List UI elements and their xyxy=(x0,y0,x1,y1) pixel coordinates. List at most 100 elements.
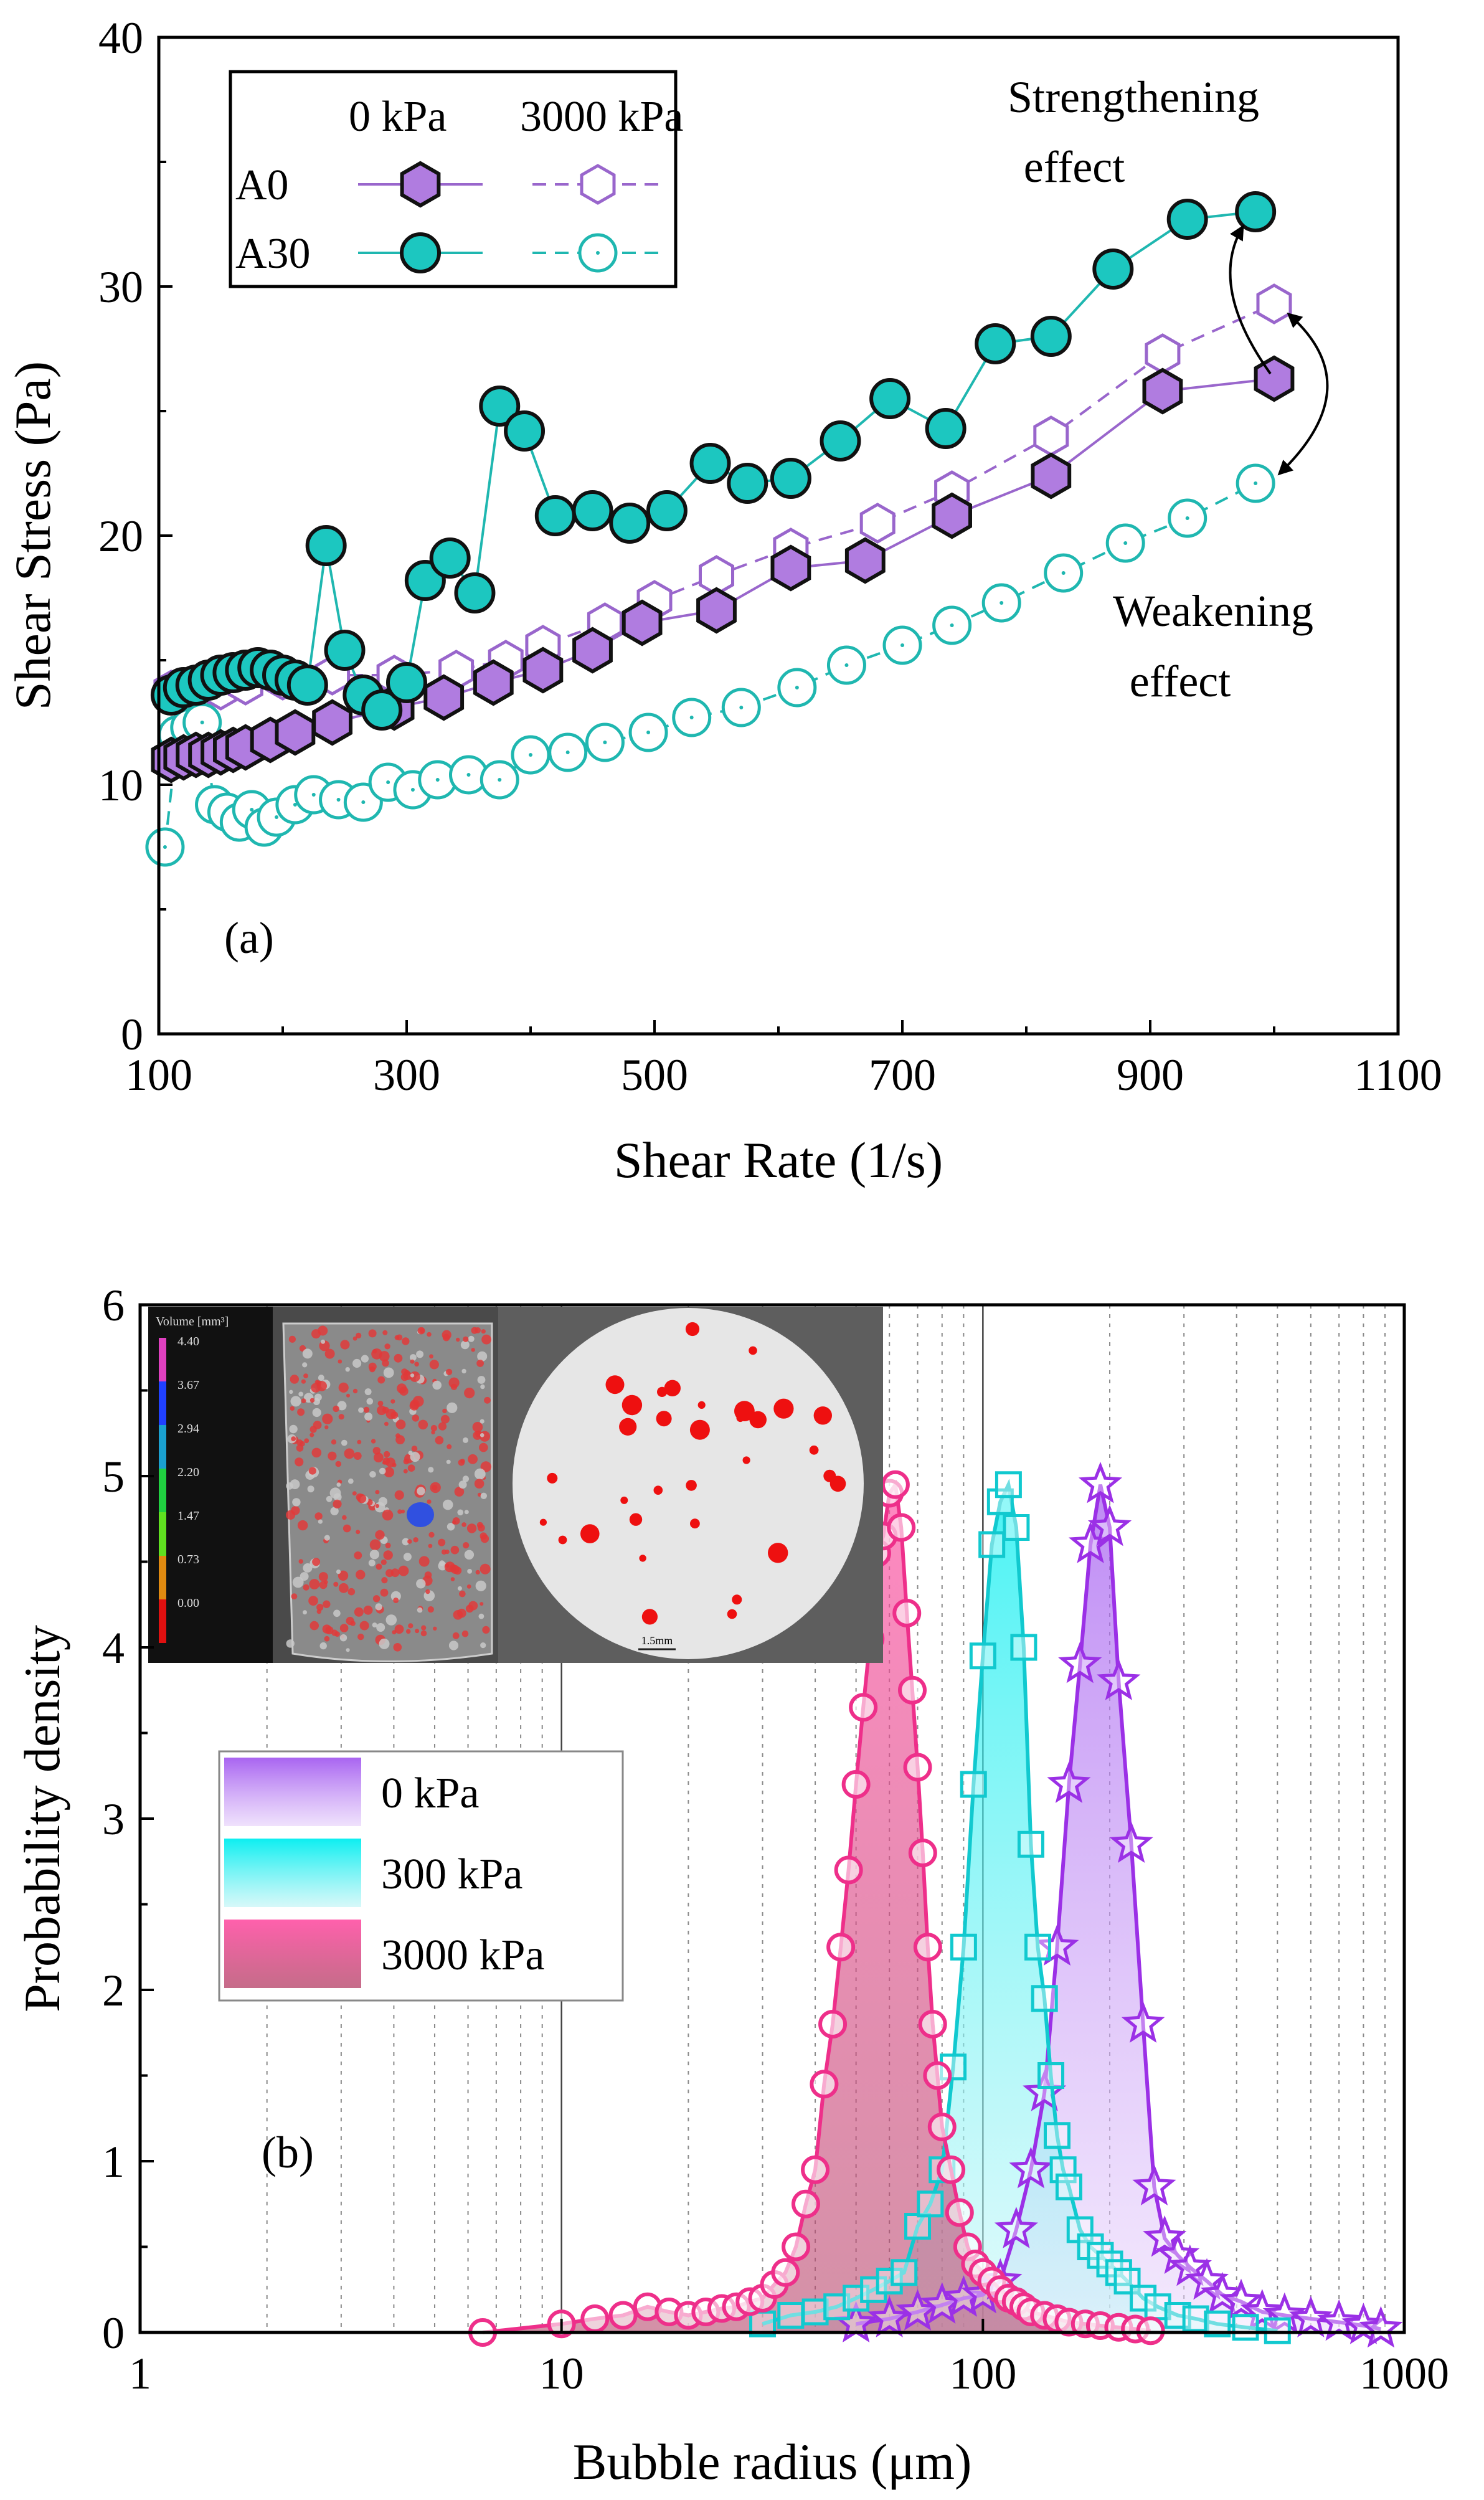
ct-bubble-dot xyxy=(338,1583,349,1593)
ct-bubble-dot xyxy=(361,1355,369,1363)
panel-b-point xyxy=(1047,1761,1091,1803)
panel-b-point xyxy=(881,1470,910,1499)
panel-a-point-center xyxy=(646,731,651,734)
ct-bubble-dot xyxy=(379,1638,390,1649)
panel-a-point xyxy=(925,408,966,449)
panel-a-point xyxy=(689,443,731,484)
ct-bubble-dot xyxy=(384,1343,390,1350)
panel-b-point xyxy=(960,1771,987,1798)
ct-bubble-dot xyxy=(429,1360,439,1370)
panel-a-ytick-label: 10 xyxy=(98,760,143,810)
ct-slice-bubble xyxy=(539,1518,547,1526)
ct-bubble-dot xyxy=(314,1512,323,1520)
ct-bubble-dot xyxy=(377,1401,384,1406)
ct-slice-bubble xyxy=(605,1375,625,1394)
panel-b-point xyxy=(1132,2164,1176,2206)
ct-bubble-dot xyxy=(430,1424,438,1432)
ct-bubble-dot xyxy=(314,1393,322,1401)
ct-bubble-dot xyxy=(382,1457,390,1465)
ct-bubble-dot xyxy=(417,1607,423,1613)
panel-b-point xyxy=(1043,2122,1070,2149)
legend-b-label-3000kpa: 3000 kPa xyxy=(381,1931,545,1979)
ct-bubble-dot xyxy=(333,1609,341,1617)
panel-b-label: (b) xyxy=(262,2128,314,2177)
ct-bubble-dot xyxy=(324,1425,329,1429)
ct-bubble-dot xyxy=(328,1451,337,1461)
ct-bubble-dot xyxy=(480,1563,491,1574)
ct-bubble-dot xyxy=(344,1448,355,1459)
annotation-strengthening-line2: effect xyxy=(1024,142,1125,192)
panel-b-point xyxy=(1317,2299,1361,2341)
ct-bubble-dot xyxy=(308,1596,318,1606)
panel-b-point xyxy=(1035,1924,1079,1966)
panel-a-point xyxy=(423,674,465,721)
panel-b-point xyxy=(1182,2305,1209,2332)
ct-bubble-dot xyxy=(482,1626,490,1634)
panel-a-xtick-label: 300 xyxy=(373,1050,440,1100)
ct-slice-bubble xyxy=(664,1380,681,1396)
ct-bubble-dot xyxy=(471,1327,478,1334)
ct-bubble-dot xyxy=(454,1487,465,1497)
ct-bubble-dot xyxy=(292,1498,301,1507)
panel-b-point xyxy=(995,1471,1022,1499)
panel-b-point xyxy=(608,2301,638,2330)
panel-a-point-center xyxy=(386,780,390,784)
ct-bubble-dot xyxy=(427,1499,432,1504)
panel-b-point xyxy=(1232,2314,1259,2341)
ct-bubble-dot xyxy=(466,1584,471,1589)
ct-bubble-dot xyxy=(438,1538,446,1546)
legend-b-label-0kpa: 0 kPa xyxy=(381,1769,480,1817)
ct-bubble-dot xyxy=(418,1556,430,1567)
ct-bubble-dot xyxy=(452,1632,460,1639)
ct-bubble-dot xyxy=(395,1435,405,1445)
panel-b-point xyxy=(904,2213,932,2240)
legend-a-marker xyxy=(580,164,616,205)
ct-bubble-dot xyxy=(427,1606,434,1613)
panel-b-series-2 xyxy=(468,1470,1165,2347)
ct-bubble-dot xyxy=(414,1361,419,1367)
ct-bubble-dot xyxy=(459,1590,466,1598)
panel-a-point-center xyxy=(311,793,316,797)
ct-bubble-dot xyxy=(290,1479,300,1490)
panel-a-point-center xyxy=(250,808,254,812)
panel-a-point xyxy=(1033,415,1069,457)
ct-bubble-dot xyxy=(347,1588,356,1596)
ct-bubble-dot xyxy=(364,1388,372,1396)
panel-b-ytick-label: 1 xyxy=(102,2137,125,2187)
ct-bubble-dot xyxy=(357,1633,364,1641)
ct-bubble-dot xyxy=(323,1600,331,1608)
ct-bubble-dot xyxy=(309,1579,320,1589)
annotation-weakening-line2: effect xyxy=(1130,656,1231,706)
ct-bubble-dot xyxy=(429,1354,433,1359)
ct-bubble-dot xyxy=(343,1524,351,1533)
annotation-strengthening: Strengthening effect xyxy=(1008,72,1259,192)
ct-bubble-dot xyxy=(462,1475,470,1482)
panel-b-point xyxy=(1288,2296,1333,2337)
ct-slice-bubble xyxy=(580,1524,600,1543)
panel-b-point xyxy=(892,1599,922,1627)
ct-slice-bubble xyxy=(697,1401,706,1409)
ct-bubble-dot xyxy=(484,1396,491,1404)
ct-bubble-dot xyxy=(292,1576,304,1588)
colorbar-tick-label: 2.20 xyxy=(177,1465,199,1479)
panel-b-point xyxy=(1017,1830,1044,1858)
panel-b-ytick-label: 4 xyxy=(102,1623,125,1673)
panel-b-point xyxy=(867,2296,912,2337)
ct-bubble-dot xyxy=(477,1351,488,1361)
ct-bubble-dot xyxy=(286,1639,295,1648)
ct-bubble-dot xyxy=(319,1642,327,1650)
ct-bubble-dot xyxy=(384,1421,389,1426)
legend-b-label-300kpa: 300 kPa xyxy=(381,1850,523,1898)
ct-bubble-dot xyxy=(324,1636,330,1642)
ct-bubble-dot xyxy=(410,1354,417,1361)
panel-b-point xyxy=(1097,1659,1141,1700)
ct-bubble-dot xyxy=(461,1368,466,1374)
panel-b-point xyxy=(937,2155,966,2184)
ct-slice-bubble xyxy=(620,1496,628,1504)
panel-b-series-line xyxy=(762,1479,1278,2333)
panel-a-series-0 xyxy=(151,355,1295,784)
ct-bubble-dot xyxy=(364,1413,373,1421)
panel-a-point xyxy=(305,525,347,566)
ct-bubble-dot xyxy=(288,1335,296,1343)
panel-a-xlabel: Shear Rate (1/s) xyxy=(614,1132,943,1188)
